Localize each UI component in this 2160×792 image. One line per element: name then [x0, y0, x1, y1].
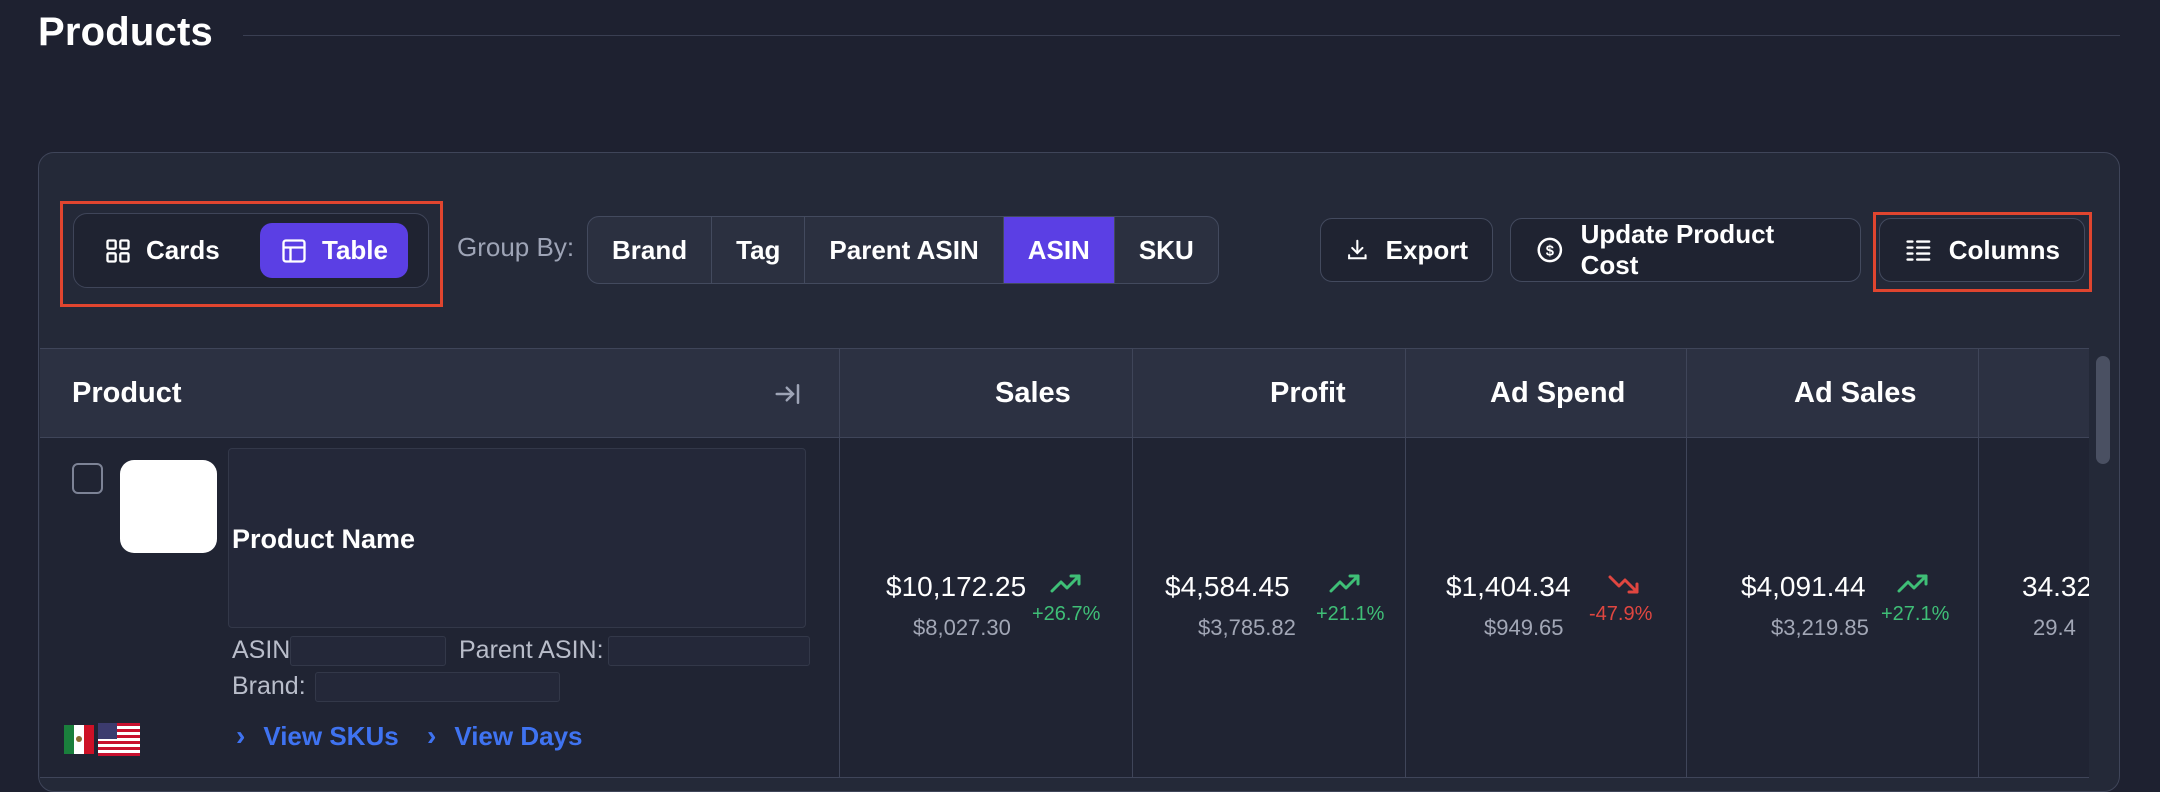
group-by-parent-asin[interactable]: Parent ASIN — [805, 217, 1004, 283]
group-by-segmented-control: Brand Tag Parent ASIN ASIN SKU — [587, 216, 1219, 284]
next-metric-value: 34.32 — [2022, 571, 2089, 602]
grid-icon — [106, 238, 130, 263]
ad-spend-value: $1,404.34 — [1446, 571, 1571, 602]
ad-sales-value: $4,091.44 — [1741, 571, 1866, 602]
header-divider — [1978, 349, 1979, 437]
group-by-tag[interactable]: Tag — [712, 217, 806, 283]
asin-label: ASIN: — [232, 636, 298, 664]
cards-view-label: Cards — [146, 235, 220, 265]
brand-value — [315, 672, 560, 702]
profit-value: $4,584.45 — [1165, 571, 1290, 602]
sales-value: $10,172.25 — [886, 571, 1027, 602]
header-divider — [1132, 349, 1133, 437]
ad-sales-previous: $3,219.85 — [1771, 615, 1869, 640]
view-skus-link[interactable]: › View SKUs — [236, 720, 399, 752]
header-divider — [839, 349, 840, 437]
collapse-column-icon[interactable] — [773, 379, 803, 409]
us-flag-icon — [98, 723, 140, 756]
group-by-sku[interactable]: SKU — [1138, 234, 1194, 265]
trend-up-icon — [1050, 574, 1081, 593]
sales-previous: $8,027.30 — [913, 615, 1011, 640]
cards-view-button[interactable]: Cards — [84, 223, 240, 278]
header-divider — [1686, 349, 1687, 437]
table-view-label: Table — [322, 235, 388, 265]
trend-down-icon — [1608, 575, 1639, 594]
update-product-cost-button[interactable]: $ Update Product Cost — [1510, 218, 1861, 282]
header-ad-sales[interactable]: Ad Sales — [1794, 376, 1917, 409]
page-title: Products — [38, 10, 213, 54]
scrollbar-thumb[interactable] — [2096, 356, 2110, 464]
export-button[interactable]: Export — [1320, 218, 1493, 282]
view-toggle-highlight — [60, 201, 443, 307]
group-by-brand[interactable]: Brand — [588, 217, 713, 283]
ad-spend-previous: $949.65 — [1484, 615, 1564, 640]
brand-label: Brand: — [232, 672, 306, 700]
column-divider — [1686, 438, 1687, 777]
header-ad-spend[interactable]: Ad Spend — [1490, 376, 1626, 409]
columns-icon — [1906, 240, 1931, 261]
mexico-flag-icon — [64, 725, 94, 754]
column-divider — [1132, 438, 1133, 777]
view-days-label: View Days — [454, 720, 583, 751]
update-product-cost-label: Update Product Cost — [1580, 219, 1775, 280]
product-thumbnail — [120, 460, 217, 553]
view-days-link[interactable]: › View Days — [427, 720, 583, 752]
product-name[interactable]: Product Name — [232, 524, 416, 554]
ad-sales-change: +27.1% — [1881, 603, 1950, 625]
header-sales[interactable]: Sales — [995, 376, 1071, 409]
columns-button[interactable]: Columns — [1879, 218, 2085, 282]
column-divider — [839, 438, 840, 777]
header-product[interactable]: Product — [72, 376, 182, 409]
parent-asin-label: Parent ASIN: — [459, 636, 604, 664]
table-icon — [282, 238, 306, 263]
header-divider — [1405, 349, 1406, 437]
trend-up-icon — [1329, 574, 1360, 593]
group-by-label: Group By: — [457, 232, 575, 262]
product-name-box — [228, 448, 806, 628]
parent-asin-value — [608, 636, 810, 666]
next-metric-previous: 29.4 — [2033, 615, 2076, 640]
columns-label: Columns — [1948, 234, 2060, 265]
header-profit[interactable]: Profit — [1270, 376, 1346, 409]
group-by-asin[interactable]: ASIN — [1003, 217, 1115, 283]
column-divider — [1978, 438, 1979, 777]
export-label: Export — [1385, 234, 1468, 265]
sales-change: +26.7% — [1032, 603, 1101, 625]
row-checkbox[interactable] — [72, 463, 103, 494]
marketplace-flags — [64, 723, 140, 756]
dollar-circle-icon: $ — [1537, 237, 1563, 263]
table-row: Product Name ASIN: Parent ASIN: Brand: ›… — [40, 438, 2089, 778]
chevron-right-icon: › — [236, 720, 246, 751]
profit-change: +21.1% — [1316, 603, 1385, 625]
columns-highlight — [1873, 212, 2092, 292]
column-divider — [1405, 438, 1406, 777]
chevron-right-icon: › — [427, 720, 437, 751]
view-skus-label: View SKUs — [263, 720, 399, 751]
download-icon — [1348, 239, 1367, 260]
view-toggle: Cards Table — [73, 213, 429, 288]
trend-up-icon — [1897, 574, 1928, 593]
svg-text:$: $ — [1546, 244, 1555, 260]
asin-value — [290, 636, 446, 666]
profit-previous: $3,785.82 — [1198, 615, 1296, 640]
title-divider — [243, 35, 2120, 36]
table-view-button[interactable]: Table — [260, 223, 408, 278]
ad-spend-change: -47.9% — [1589, 603, 1653, 625]
table-header: Product Sales Profit Ad Spend Ad Sales — [40, 348, 2089, 438]
